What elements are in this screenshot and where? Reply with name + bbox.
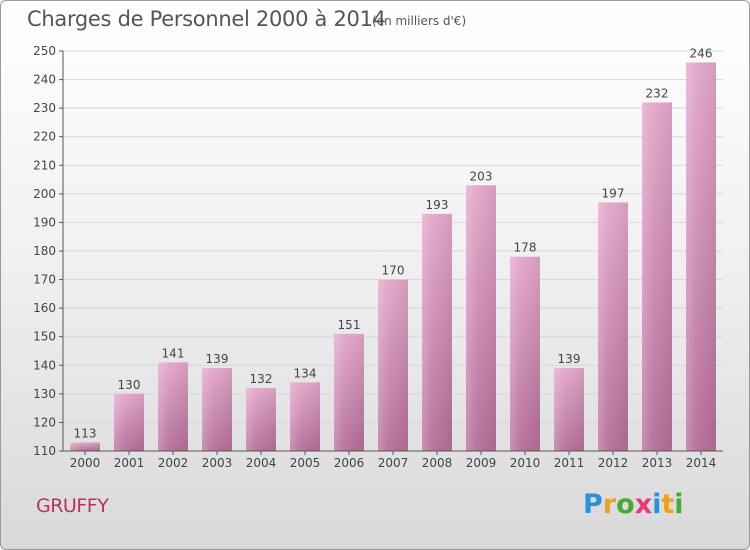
data-label: 132 — [250, 372, 273, 386]
y-tick-label: 230 — [33, 101, 56, 115]
x-tick-label: 2002 — [158, 456, 189, 470]
y-tick-label: 140 — [33, 358, 56, 372]
y-tick-label: 120 — [33, 415, 56, 429]
bars — [70, 62, 716, 452]
bar-sheen — [686, 62, 716, 452]
data-label: 193 — [426, 198, 449, 212]
y-tick-label: 160 — [33, 301, 56, 315]
y-tick-label: 220 — [33, 130, 56, 144]
brand-letter: i — [652, 489, 662, 520]
bar-sheen — [114, 393, 144, 451]
data-label: 130 — [118, 378, 141, 392]
data-label: 170 — [382, 264, 405, 278]
data-label: 232 — [646, 86, 669, 100]
y-tick-label: 170 — [33, 273, 56, 287]
x-tick-label: 2014 — [686, 456, 717, 470]
brand-logo: Proxiti — [583, 489, 684, 520]
bar-sheen — [158, 362, 188, 451]
brand-letter: P — [583, 489, 603, 520]
data-label: 203 — [470, 169, 493, 183]
bar-sheen — [466, 185, 496, 452]
bar-sheen — [378, 279, 408, 451]
data-label: 134 — [294, 366, 317, 380]
data-label: 197 — [602, 186, 625, 200]
brand-letter: i — [674, 489, 684, 520]
commune-name: GRUFFY — [36, 495, 109, 517]
x-tick-label: 2011 — [554, 456, 585, 470]
brand-letter: o — [616, 489, 635, 520]
x-tick-label: 2012 — [598, 456, 629, 470]
data-label: 151 — [338, 318, 361, 332]
x-tick-label: 2000 — [70, 456, 101, 470]
y-tick-label: 110 — [33, 444, 56, 458]
y-tick-label: 240 — [33, 73, 56, 87]
x-tick-label: 2007 — [378, 456, 409, 470]
y-tick-label: 210 — [33, 158, 56, 172]
x-tick-label: 2003 — [202, 456, 233, 470]
bar-sheen — [202, 368, 232, 451]
chart-subtitle: (en milliers d'€) — [372, 14, 467, 28]
y-tick-label: 190 — [33, 215, 56, 229]
y-tick-label: 150 — [33, 330, 56, 344]
bar-sheen — [422, 213, 452, 451]
data-label: 141 — [162, 346, 185, 360]
data-label: 246 — [690, 46, 713, 60]
axes: 110 120 130 140 150 160 170 180 190 200 210 220 230 2… — [33, 44, 723, 470]
bar-sheen — [70, 442, 100, 451]
chart-title: Charges de Personnel 2000 à 2014 — [27, 7, 386, 31]
x-tick-label: 2006 — [334, 456, 365, 470]
x-tick-label: 2005 — [290, 456, 321, 470]
x-tick-label: 2008 — [422, 456, 453, 470]
bar-sheen — [334, 333, 364, 451]
data-label: 139 — [206, 352, 229, 366]
x-tick-label: 2004 — [246, 456, 277, 470]
data-labels: 113 130 141 139 132 134 151 170 193 203 178 139 197 2… — [74, 46, 713, 440]
x-tick-label: 2009 — [466, 456, 497, 470]
bar-sheen — [510, 256, 540, 451]
data-label: 139 — [558, 352, 581, 366]
bar-sheen — [642, 102, 672, 451]
bar-sheen — [290, 382, 320, 451]
brand-letter: r — [602, 489, 617, 520]
brand-letter: x — [634, 489, 653, 520]
data-label: 178 — [514, 241, 537, 255]
x-tick-label: 2010 — [510, 456, 541, 470]
brand-letter: t — [661, 489, 675, 520]
x-tick-label: 2001 — [114, 456, 145, 470]
bar-sheen — [246, 388, 276, 451]
bar-sheen — [554, 368, 584, 451]
y-tick-label: 250 — [33, 44, 56, 58]
y-tick-label: 180 — [33, 244, 56, 258]
data-label: 113 — [74, 426, 97, 440]
y-tick-label: 200 — [33, 187, 56, 201]
y-tick-label: 130 — [33, 387, 56, 401]
x-tick-label: 2013 — [642, 456, 673, 470]
bar-sheen — [598, 202, 628, 451]
